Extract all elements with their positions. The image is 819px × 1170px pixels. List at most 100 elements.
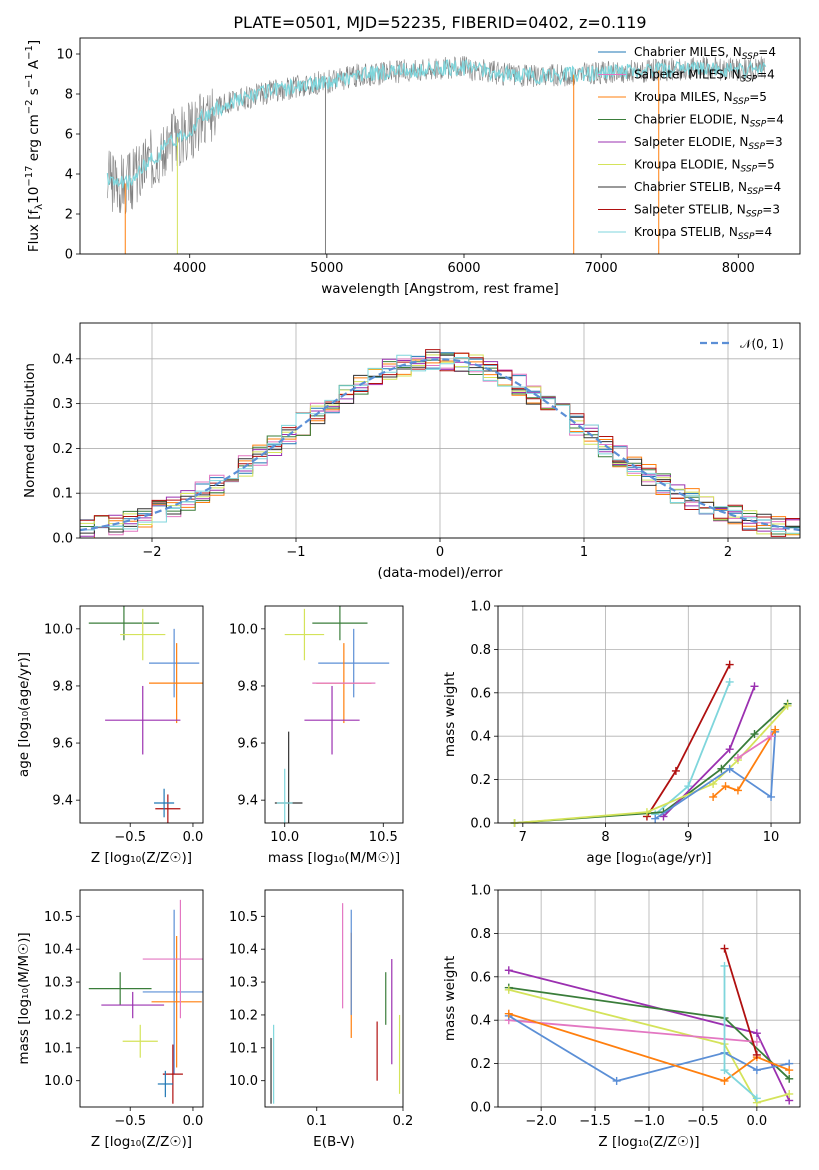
y-label-part: A [26, 59, 42, 73]
x-tick-label: 5000 [310, 261, 343, 276]
weight-marker [752, 1066, 761, 1075]
legend-label-tail: =4 [766, 113, 784, 127]
x-axis-label: wavelength [Angstrom, rest frame] [321, 281, 559, 297]
weight-marker [721, 782, 730, 791]
weight-marker [504, 985, 513, 994]
residuals-panel: −2 −1 0 1 2 0.0 0.1 0.2 0.3 0.4 (data-model)/error… [22, 322, 801, 581]
y-tick-label: 9.6 [237, 737, 258, 752]
y-tick-label: 10.0 [44, 1074, 73, 1089]
errorbar-point [276, 768, 293, 823]
x-tick-label: −1.5 [579, 1114, 611, 1129]
figure-title: PLATE=0501, MJD=52235, FIBERID=0402, z=0… [233, 13, 646, 32]
x-axis-label: E(B-V) [313, 1134, 355, 1150]
weight-marker [709, 792, 718, 801]
y-label-part: λ [34, 204, 45, 210]
legend-label: 𝒩(0, 1) [740, 337, 784, 351]
errorbar-point [120, 608, 166, 661]
spectrum-data-line [107, 56, 766, 214]
weight-marker [720, 1066, 729, 1075]
y-tick-label: 4 [65, 168, 73, 183]
legend-label-main: Kroupa STELIB, N [634, 225, 738, 239]
x-tick-label: 0.0 [183, 830, 204, 845]
x-tick-label: 6000 [447, 261, 480, 276]
y-tick-label: 0.4 [470, 730, 491, 745]
x-tick-label: 0.1 [306, 1114, 327, 1129]
mass-vs-Z-panel: −0.5 0.0 10.0 10.1 10.2 10.3 10.4 10.5 Z [log₁₀(… [16, 889, 204, 1150]
weight-series-line [514, 705, 789, 823]
legend-label-sub: SSP [748, 142, 765, 152]
legend-label: Kroupa ELODIE, NSSP=5 [634, 158, 775, 175]
errorbar-point [122, 1024, 158, 1058]
y-label-part: ] [26, 40, 42, 45]
weight-series-line [508, 1019, 757, 1043]
y-label-part: −1 [24, 73, 35, 88]
y-tick-label: 2 [65, 208, 73, 223]
legend-label-main: Salpeter STELIB, N [634, 203, 746, 217]
weight-marker [720, 944, 729, 953]
legend-label: Chabrier MILES, NSSP=4 [634, 45, 776, 62]
legend-label: Chabrier STELIB, NSSP=4 [634, 180, 781, 197]
weight-marker [733, 753, 742, 762]
legend-label-sub: SSP [742, 52, 759, 62]
legend-entry: Salpeter MILES, NSSP=4 [598, 68, 775, 85]
x-axis-label: Z [log₁₀(Z/Z☉)] [91, 850, 192, 866]
legend-label: Kroupa MILES, NSSP=5 [634, 90, 767, 107]
legend-label-sub: SSP [733, 97, 750, 107]
y-axis-label: age [log₁₀(age/yr)] [16, 652, 32, 777]
legend-label-sub: SSP [746, 210, 763, 220]
y-tick-label: 0.6 [470, 970, 491, 985]
y-tick-label: 9.6 [52, 737, 73, 752]
x-tick-label: −0.5 [114, 1114, 146, 1129]
y-axis-label: mass weight [442, 956, 458, 1041]
weight-marker [725, 745, 734, 754]
x-axis-label: age [log₁₀(age/yr)] [586, 850, 711, 866]
legend-label-sub: SSP [741, 75, 758, 85]
errorbar-point [88, 972, 152, 1006]
legend-label-main: Kroupa ELODIE, N [634, 158, 741, 172]
y-tick-label: 8 [65, 88, 73, 103]
y-tick-label: 0.0 [470, 1101, 491, 1116]
weight-marker [709, 779, 718, 788]
x-tick-label: 0 [436, 545, 444, 560]
legend-entry: Kroupa MILES, NSSP=5 [598, 90, 767, 107]
legend-label-tail: =4 [758, 45, 776, 59]
y-label-part: 10 [26, 187, 42, 204]
x-tick-label: −0.5 [687, 1114, 719, 1129]
errorbar-point [151, 936, 202, 1068]
errorbar-point [142, 909, 203, 1075]
y-tick-label: 10.5 [229, 910, 258, 925]
y-tick-label: 10.5 [44, 910, 73, 925]
y-tick-label: 10.1 [44, 1041, 73, 1056]
legend-label: Salpeter STELIB, NSSP=3 [634, 203, 780, 220]
legend-label-sub: SSP [738, 232, 755, 242]
y-tick-label: 0.3 [52, 397, 73, 412]
y-tick-label: 10.2 [44, 1008, 73, 1023]
x-tick-label: 2 [724, 545, 732, 560]
y-label-part: −17 [24, 166, 35, 187]
errorbar-point [284, 608, 325, 661]
legend-label-main: Chabrier ELODIE, N [634, 113, 750, 127]
errorbar-point [155, 794, 181, 823]
y-tick-label: 0.4 [52, 352, 73, 367]
y-tick-label: 9.4 [237, 794, 258, 809]
weight-marker [671, 766, 680, 775]
legend-label-sub: SSP [747, 187, 764, 197]
legend-label-tail: =3 [765, 135, 783, 149]
weight-marker [771, 725, 780, 734]
y-label-part: erg cm [26, 114, 42, 165]
y-tick-label: 10.0 [44, 622, 73, 637]
mass-vs-ebv-panel: 0.1 0.2 10.0 10.1 10.2 10.3 10.4 10.5 E(B-V) [229, 889, 413, 1150]
weight-marker [504, 1009, 513, 1018]
y-label-part: s [26, 88, 42, 99]
weight-series-line [514, 702, 789, 823]
x-axis-label: Z [log₁₀(Z/Z☉)] [598, 1134, 699, 1150]
legend-label-sub: SSP [750, 120, 767, 130]
x-tick-label: 8000 [722, 261, 755, 276]
weight-marker [750, 730, 759, 739]
errorbar-point [105, 685, 181, 755]
legend-label-tail: =5 [749, 90, 767, 104]
weight-marker [642, 808, 651, 817]
y-tick-label: 0 [65, 248, 73, 263]
weight-marker [767, 732, 776, 741]
